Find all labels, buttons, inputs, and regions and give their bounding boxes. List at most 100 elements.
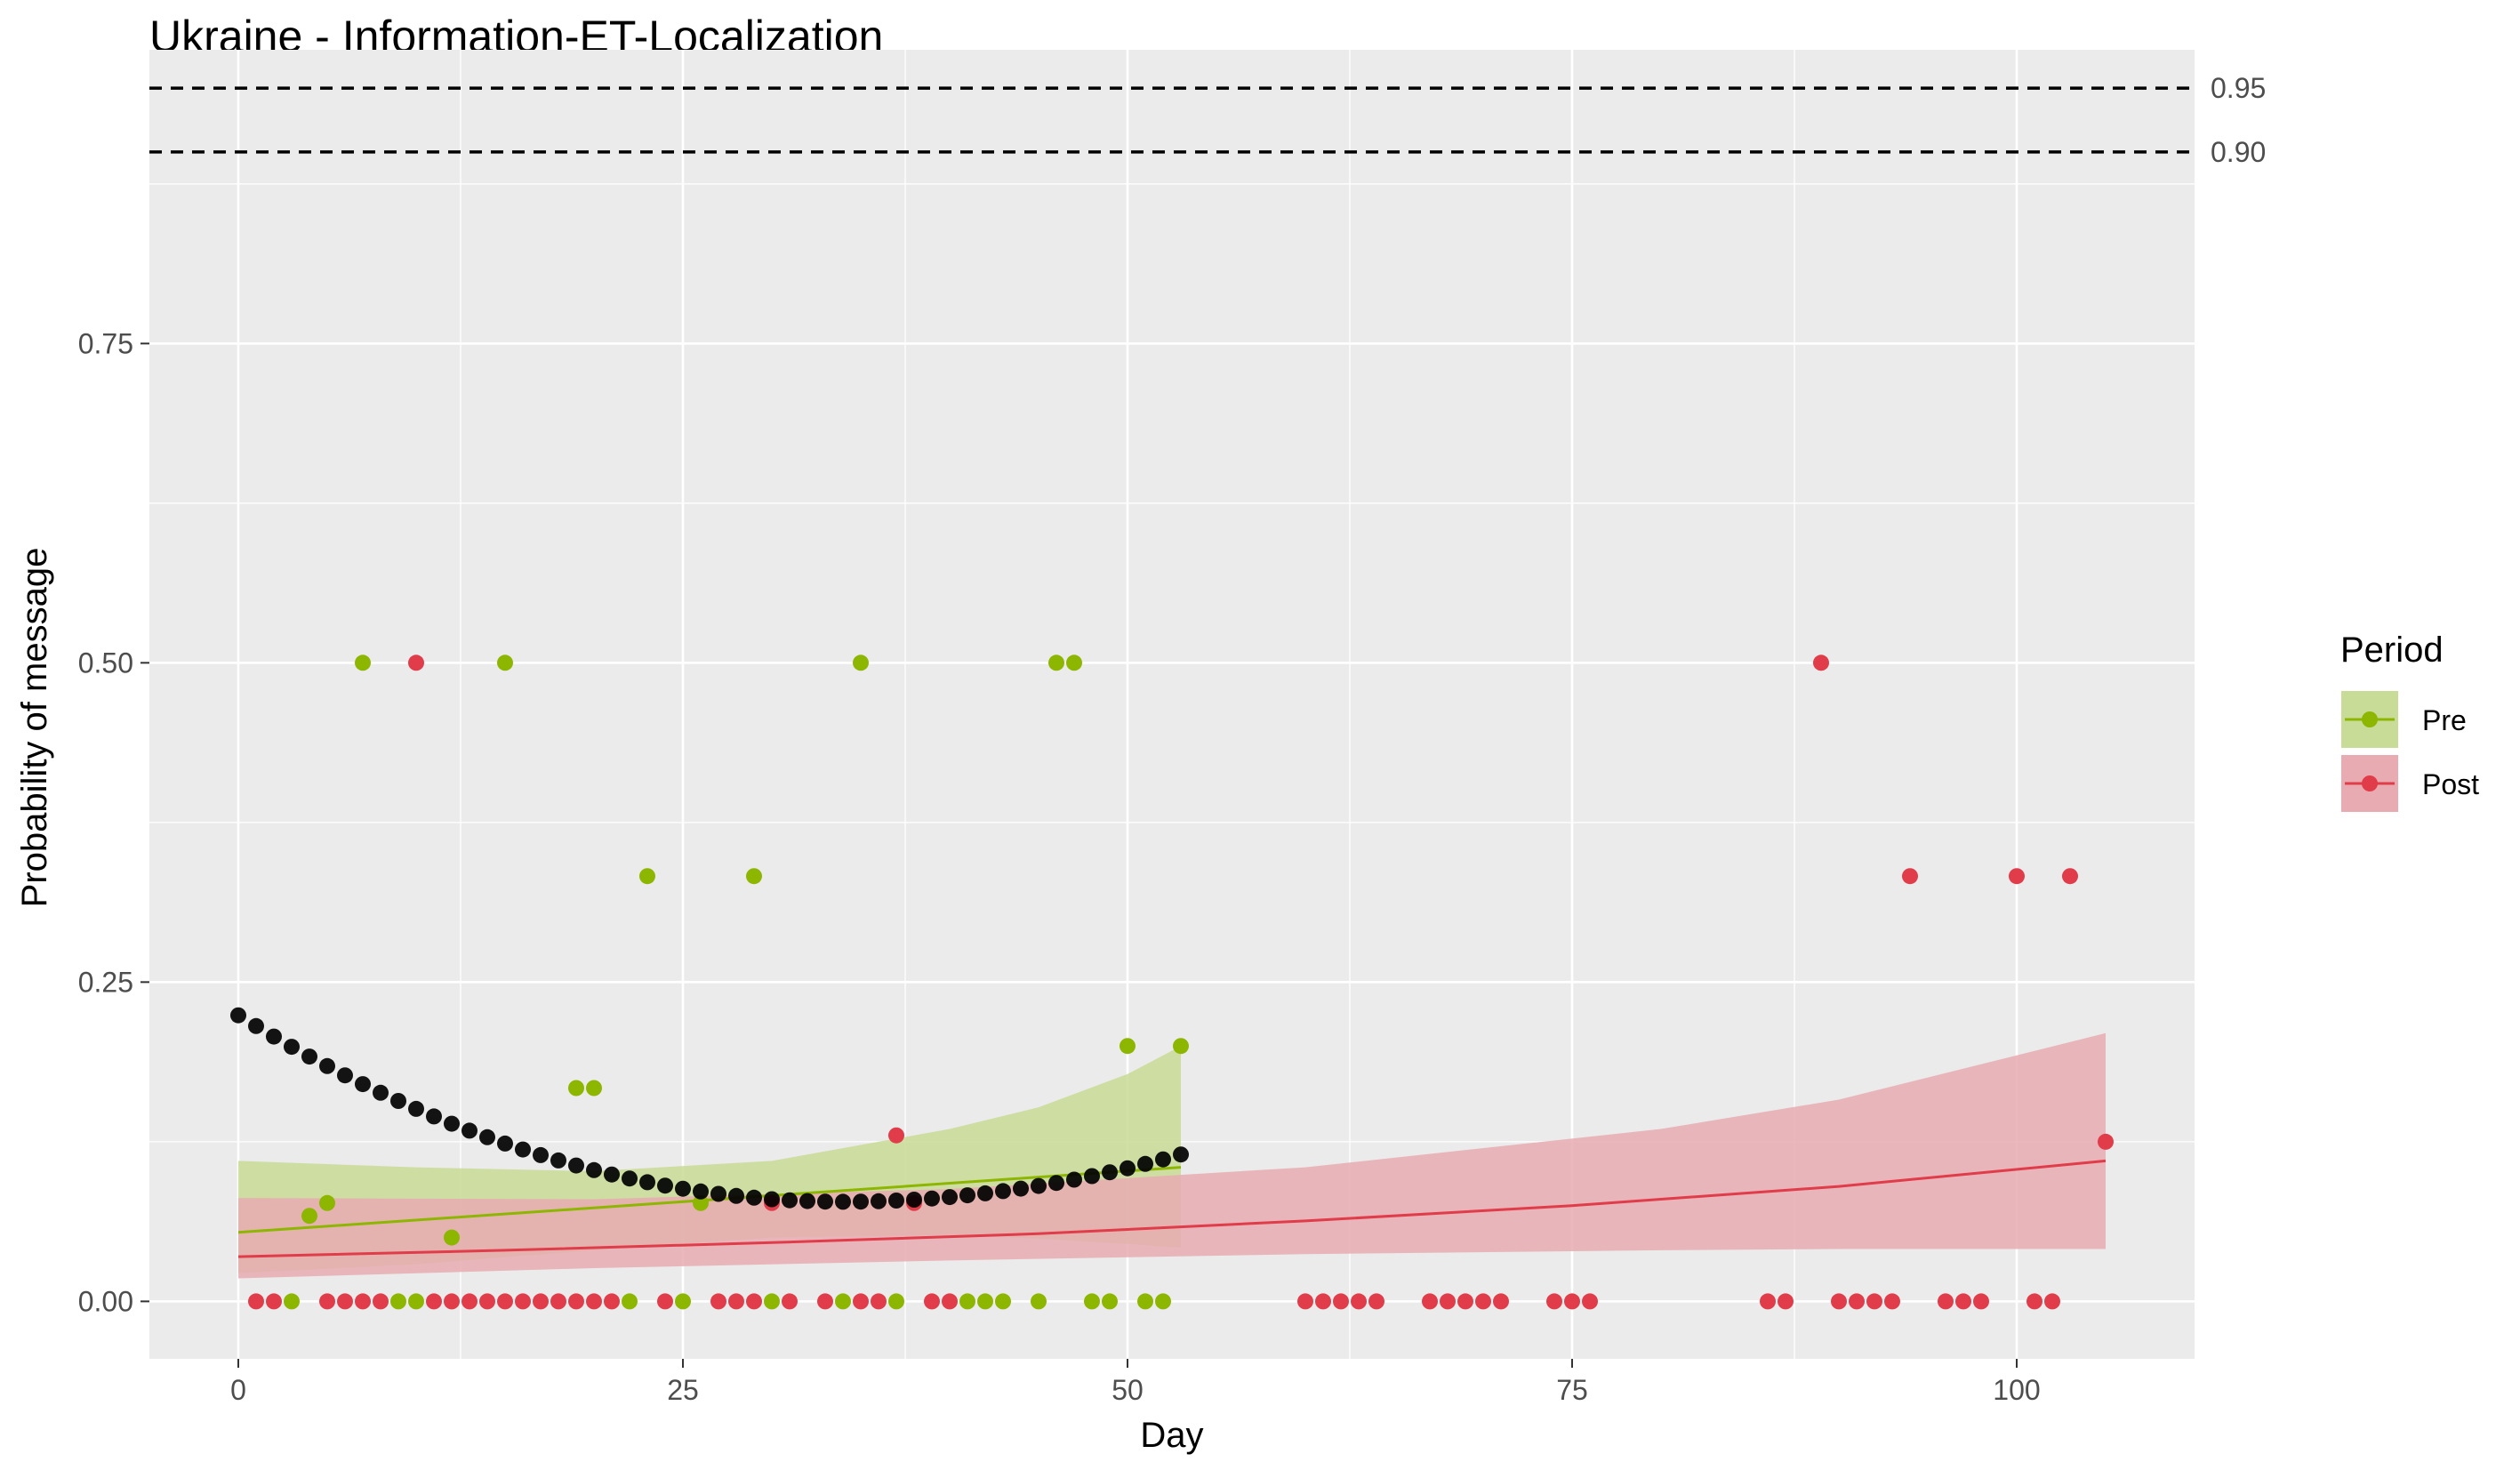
legend-item-post: Post	[2339, 753, 2479, 814]
fit-line-pre	[237, 1166, 1182, 1234]
point-post	[337, 1293, 353, 1310]
trend-point	[461, 1122, 478, 1139]
point-post	[408, 655, 424, 671]
point-post	[1475, 1293, 1491, 1310]
trend-point	[1155, 1151, 1171, 1168]
point-post	[2026, 1293, 2042, 1310]
trend-point	[959, 1187, 975, 1204]
trend-point	[1031, 1177, 1047, 1194]
point-post	[942, 1293, 958, 1310]
trend-point	[1013, 1180, 1029, 1197]
point-post	[1849, 1293, 1865, 1310]
point-pre	[693, 1194, 709, 1211]
point-pre	[1066, 655, 1082, 671]
x-tick-label: 100	[1993, 1374, 2040, 1406]
trend-point	[319, 1057, 335, 1074]
point-pre	[853, 655, 869, 671]
point-pre	[1155, 1293, 1171, 1310]
point-pre	[746, 868, 762, 885]
point-post	[924, 1293, 940, 1310]
trend-point	[390, 1093, 406, 1109]
trend-point	[906, 1192, 922, 1208]
x-tick-label: 50	[1112, 1374, 1144, 1406]
point-pre	[1031, 1293, 1047, 1310]
trend-point	[657, 1177, 673, 1194]
point-post	[1457, 1293, 1473, 1310]
point-post	[657, 1293, 673, 1310]
point-pre	[977, 1293, 993, 1310]
point-post	[2098, 1133, 2114, 1150]
trend-point	[515, 1141, 531, 1158]
point-post	[319, 1293, 335, 1310]
point-post	[1564, 1293, 1580, 1310]
point-post	[888, 1127, 904, 1144]
trend-point	[444, 1115, 460, 1132]
point-pre	[301, 1208, 317, 1225]
point-pre	[1084, 1293, 1100, 1310]
point-post	[266, 1293, 282, 1310]
point-pre	[1102, 1293, 1118, 1310]
trend-point	[995, 1183, 1011, 1200]
point-post	[2009, 868, 2025, 885]
point-post	[746, 1293, 762, 1310]
point-post	[248, 1293, 264, 1310]
point-post	[2062, 868, 2078, 885]
trend-point	[1066, 1171, 1082, 1188]
trend-point	[550, 1152, 566, 1169]
point-post	[1778, 1293, 1794, 1310]
point-post	[1351, 1293, 1367, 1310]
point-post	[497, 1293, 513, 1310]
point-post	[1955, 1293, 1971, 1310]
trend-point	[533, 1146, 549, 1163]
trend-point	[497, 1135, 513, 1152]
point-post	[817, 1293, 833, 1310]
point-post	[1884, 1293, 1900, 1310]
point-post	[461, 1293, 478, 1310]
point-post	[355, 1293, 371, 1310]
point-post	[782, 1293, 798, 1310]
trend-point	[639, 1174, 655, 1191]
point-pre	[408, 1293, 424, 1310]
point-pre	[675, 1293, 691, 1310]
data-points	[248, 655, 2114, 1310]
x-axis-title: Day	[1140, 1416, 1203, 1455]
legend-item-pre: Pre	[2339, 689, 2467, 750]
point-post	[1938, 1293, 1954, 1310]
trend-point	[373, 1084, 389, 1101]
point-post	[444, 1293, 460, 1310]
band-post	[238, 1032, 2106, 1279]
point-pre	[355, 655, 371, 671]
point-post	[568, 1293, 584, 1310]
point-post	[1760, 1293, 1776, 1310]
point-post	[1422, 1293, 1438, 1310]
point-post	[515, 1293, 531, 1310]
point-pre	[319, 1194, 335, 1211]
point-pre	[622, 1293, 638, 1310]
point-post	[1368, 1293, 1384, 1310]
point-post	[1440, 1293, 1456, 1310]
trend-point	[1102, 1164, 1118, 1181]
trend-point	[710, 1185, 726, 1202]
trend-point	[301, 1048, 317, 1065]
trend-point	[1120, 1160, 1136, 1177]
trend-point	[1084, 1168, 1100, 1185]
legend-point-pre	[2362, 711, 2378, 727]
trend-point	[1048, 1175, 1064, 1192]
y-axis-title: Probability of message	[15, 548, 54, 908]
point-post	[1315, 1293, 1331, 1310]
y-tick-label: 0.00	[78, 1285, 133, 1317]
point-post	[426, 1293, 442, 1310]
trend-point	[942, 1189, 958, 1206]
trend-point	[479, 1129, 495, 1145]
x-tick-label: 0	[230, 1374, 246, 1406]
point-post	[1582, 1293, 1598, 1310]
point-pre	[764, 1293, 780, 1310]
y-tick-label: 0.25	[78, 966, 133, 998]
reference-line-label: 0.90	[2211, 136, 2266, 168]
trend-point	[248, 1017, 264, 1034]
trend-point	[586, 1161, 602, 1178]
trend-point	[675, 1180, 691, 1197]
trend-point	[924, 1190, 940, 1207]
point-post	[373, 1293, 389, 1310]
